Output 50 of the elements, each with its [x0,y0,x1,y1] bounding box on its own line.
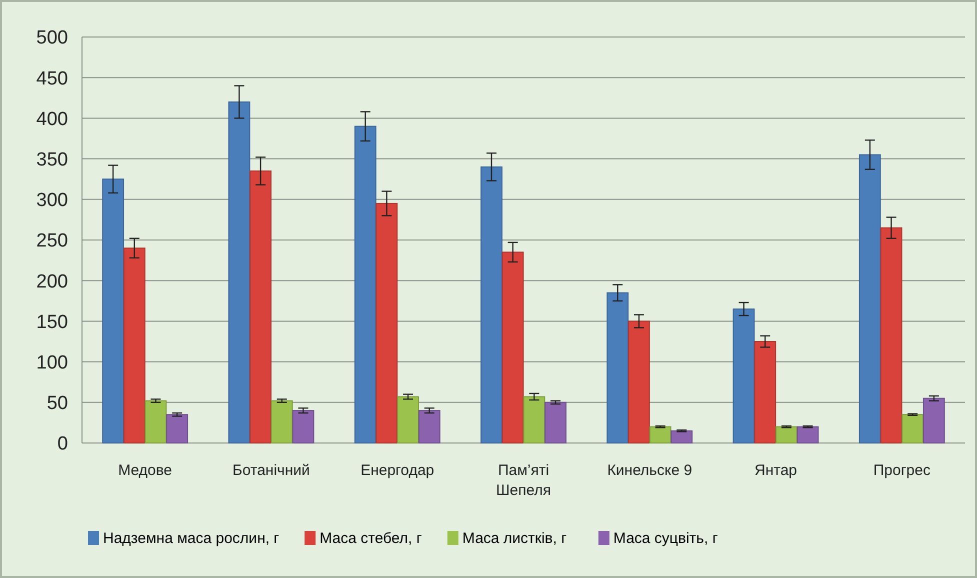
bar [922,398,945,444]
x-tick-label: Кинельске 9 [607,462,692,479]
y-tick-label: 200 [36,271,68,292]
legend-label: Маса суцвіть, г [613,530,718,547]
bar [228,101,250,444]
bar [397,396,419,444]
bar [670,430,693,444]
bar [732,308,755,444]
y-tick-label: 300 [36,190,68,212]
bar [796,426,819,444]
x-tick-label: Янтар [754,462,798,479]
legend-label: Надземна маса рослин, г [103,530,280,547]
x-tick-label: Прогрес [873,462,931,479]
y-tick-label: 50 [46,393,68,414]
y-tick-label: 250 [36,230,68,252]
bar [418,410,440,444]
bar [292,410,314,444]
y-tick-label: 500 [36,28,68,49]
x-tick-label: Медове [118,462,172,479]
y-tick-label: 0 [57,434,68,455]
bar [144,400,167,444]
bar [902,414,924,444]
bar [376,202,398,444]
bar [123,248,146,444]
bar [606,292,629,444]
x-tick-label: Ботанічний [232,462,310,479]
bar [880,227,902,444]
y-tick-label: 100 [36,352,68,374]
bar [523,396,546,444]
bar [502,252,524,444]
x-tick-label: Енергодар [360,462,434,479]
legend-label: Маса стебел, г [320,530,422,547]
bar [754,341,776,444]
y-tick-label: 350 [36,149,68,170]
bar [270,400,293,444]
y-tick-label: 400 [36,108,68,130]
legend-label: Маса листків, г [462,530,568,547]
bar [858,154,881,444]
bar [776,426,798,444]
bar [480,166,502,444]
bar [102,178,124,444]
bar [649,426,672,444]
y-tick-label: 450 [36,68,68,90]
bar [250,170,272,444]
bar [166,414,188,444]
x-tick-label: Пам’яті Шепеля [496,462,551,499]
bar [354,126,376,444]
bar [628,320,650,444]
y-tick-label: 150 [36,312,68,333]
bar [544,402,566,444]
